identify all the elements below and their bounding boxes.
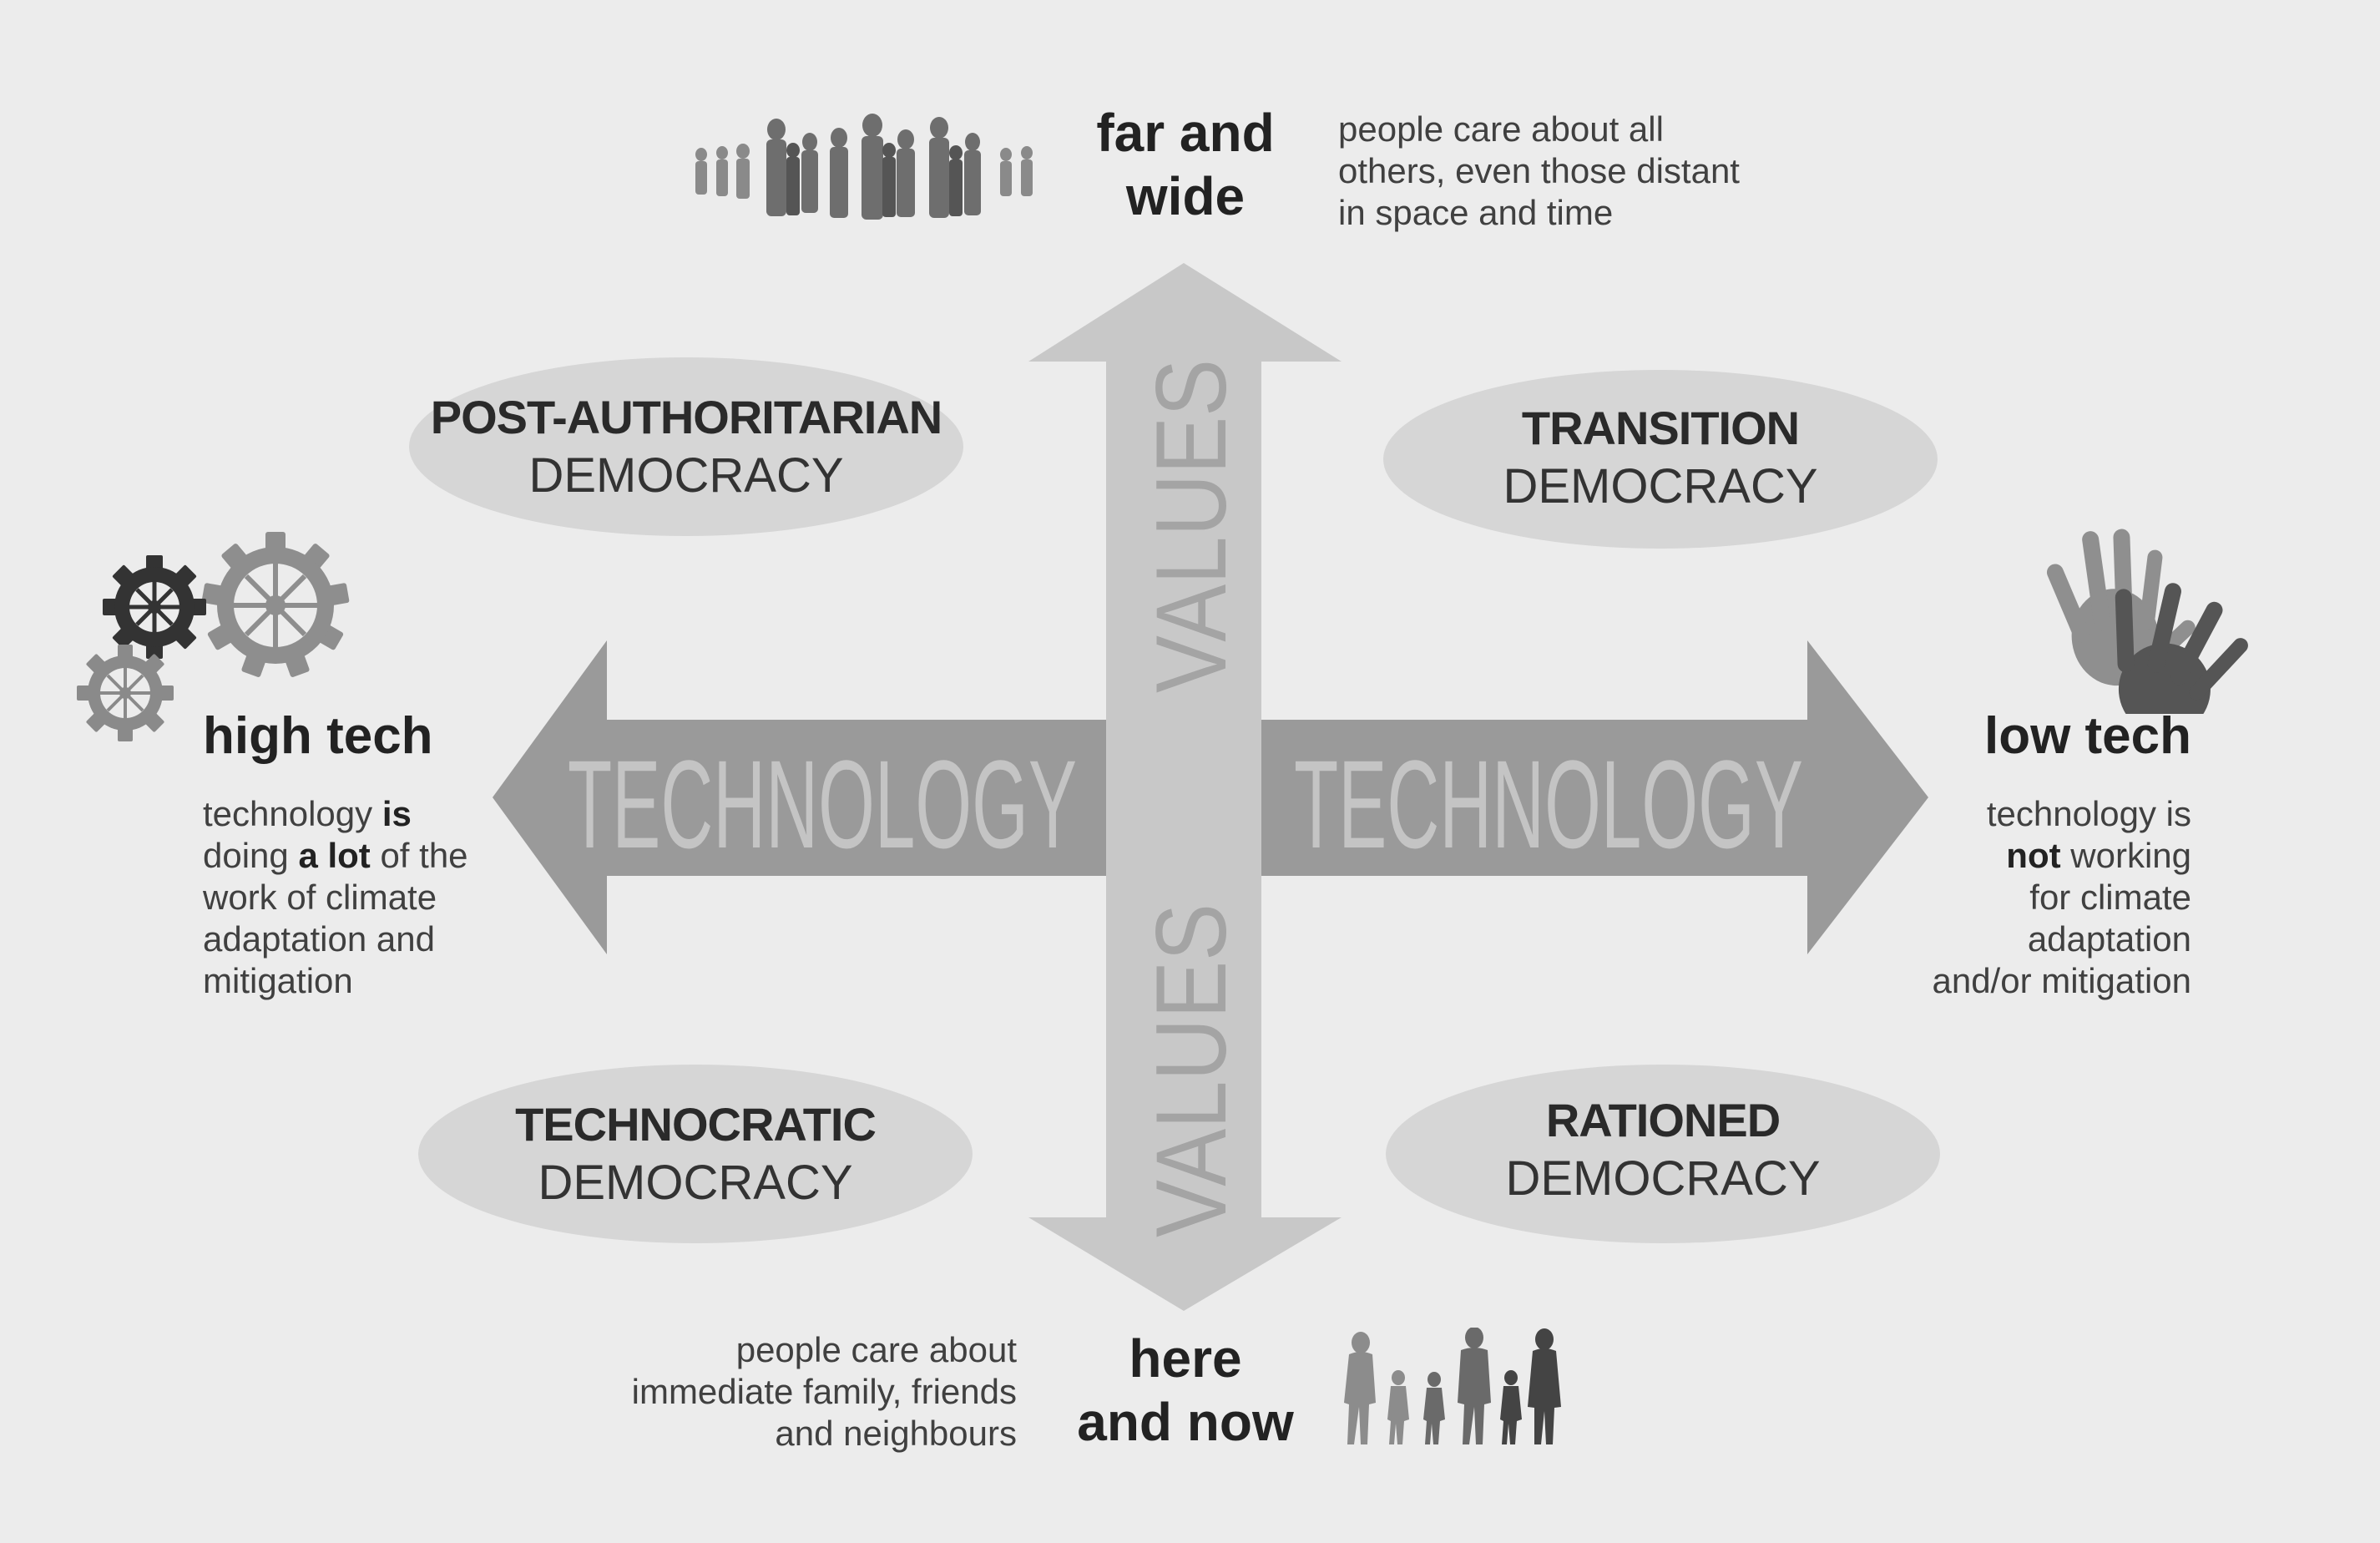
quadrant-ellipse-bottom-right — [1386, 1065, 1940, 1243]
pole-left-desc-line: adaptation and — [203, 918, 553, 960]
quadrant-top-left-subtitle: DEMOCRACY — [528, 448, 844, 503]
quadrant-top-right-title: TRANSITION — [1521, 402, 1800, 454]
quadrant-bottom-left: TECHNOCRATIC DEMOCRACY — [418, 1095, 973, 1212]
pole-right-desc-line: not working — [1857, 835, 2191, 877]
pole-left-title: high tech — [203, 707, 433, 765]
pole-left-desc-line: technology is — [203, 793, 553, 835]
quadrant-bottom-right: RATIONED DEMOCRACY — [1386, 1091, 1940, 1208]
desc-text: adaptation — [2027, 919, 2191, 959]
desc-text: working — [2060, 836, 2191, 875]
desc-text: work of climate — [203, 878, 437, 917]
pole-left-desc-line: work of climate — [203, 877, 553, 918]
values-arrow — [1028, 263, 1342, 1311]
desc-text: and/or mitigation — [1932, 961, 2191, 1000]
quadrant-top-left-title: POST-AUTHORITARIAN — [430, 391, 943, 443]
pole-top-description: people care about all others, even those… — [1338, 109, 1806, 234]
quadrant-bottom-right-subtitle: DEMOCRACY — [1505, 1151, 1821, 1206]
pole-right-desc-line: and/or mitigation — [1857, 960, 2191, 1002]
gear-small-icon — [77, 645, 174, 741]
pole-top-desc-line: in space and time — [1338, 193, 1614, 232]
crowd-silhouette-icon — [695, 114, 1033, 220]
pole-bottom-desc-line: and neighbours — [775, 1414, 1017, 1453]
desc-text: for climate — [2029, 878, 2191, 917]
hand-dark-icon — [2115, 583, 2248, 714]
pole-right-desc-line: for climate — [1857, 877, 2191, 918]
quadrant-top-left: POST-AUTHORITARIAN DEMOCRACY — [409, 388, 963, 505]
desc-text: of the — [370, 836, 468, 875]
family-silhouette-icon — [1344, 1328, 1561, 1444]
quadrant-bottom-right-title: RATIONED — [1545, 1094, 1781, 1146]
hands-icon — [2046, 529, 2248, 714]
desc-text: mitigation — [203, 961, 353, 1000]
pole-bottom-desc-line: people care about — [735, 1330, 1017, 1369]
technology-label-left: TECHNOLOGY — [568, 734, 1077, 874]
technology-label-right: TECHNOLOGY — [1294, 734, 1803, 874]
quadrant-bottom-left-title: TECHNOCRATIC — [515, 1098, 877, 1151]
pole-right-desc-line: technology is — [1857, 793, 2191, 835]
desc-text: technology is — [1986, 794, 2191, 833]
pole-right-title: low tech — [1983, 707, 2191, 765]
desc-text: technology — [203, 794, 382, 833]
desc-text: doing — [203, 836, 299, 875]
gear-large-icon — [201, 532, 350, 677]
pole-right-description: technology is not working for climate adapt… — [1857, 793, 2191, 1002]
quadrant-ellipse-top-right — [1383, 370, 1938, 549]
emphasis-text: not — [2006, 836, 2061, 875]
pole-right-desc-line: adaptation — [1857, 918, 2191, 960]
gear-dark-icon — [103, 555, 206, 659]
pole-top-desc-line: others, even those distant — [1338, 151, 1740, 190]
pole-bottom-desc-line: immediate family, friends — [631, 1372, 1017, 1411]
pole-bottom-line1: here — [1129, 1328, 1242, 1389]
quadrant-ellipse-top-left — [409, 357, 963, 536]
pole-left-description: technology is doing a lot of the work of c… — [203, 793, 553, 1002]
pole-bottom-description: people care about immediate family, frie… — [584, 1329, 1017, 1454]
values-label-bottom: VALUES — [1135, 903, 1247, 1237]
desc-text: adaptation and — [203, 919, 435, 959]
pole-top-title: far and wide — [1035, 102, 1336, 228]
emphasis-text: is — [382, 794, 412, 833]
quadrant-top-right-subtitle: DEMOCRACY — [1503, 459, 1818, 513]
quadrant-bottom-left-subtitle: DEMOCRACY — [538, 1156, 853, 1210]
pole-left-desc-line: mitigation — [203, 960, 553, 1002]
emphasis-text: a lot — [298, 836, 371, 875]
pole-left-desc-line: doing a lot of the — [203, 835, 553, 877]
quadrant-top-right: TRANSITION DEMOCRACY — [1383, 399, 1938, 516]
pole-top-line1: far and — [1096, 103, 1275, 163]
values-label-top: VALUES — [1135, 359, 1247, 693]
gears-icon — [77, 532, 350, 741]
pole-top-line2: wide — [1125, 165, 1246, 226]
quadrant-ellipse-bottom-left — [418, 1065, 973, 1243]
pole-bottom-line2: and now — [1077, 1391, 1294, 1452]
pole-bottom-title: here and now — [1035, 1328, 1336, 1454]
pole-top-desc-line: people care about all — [1338, 109, 1664, 149]
